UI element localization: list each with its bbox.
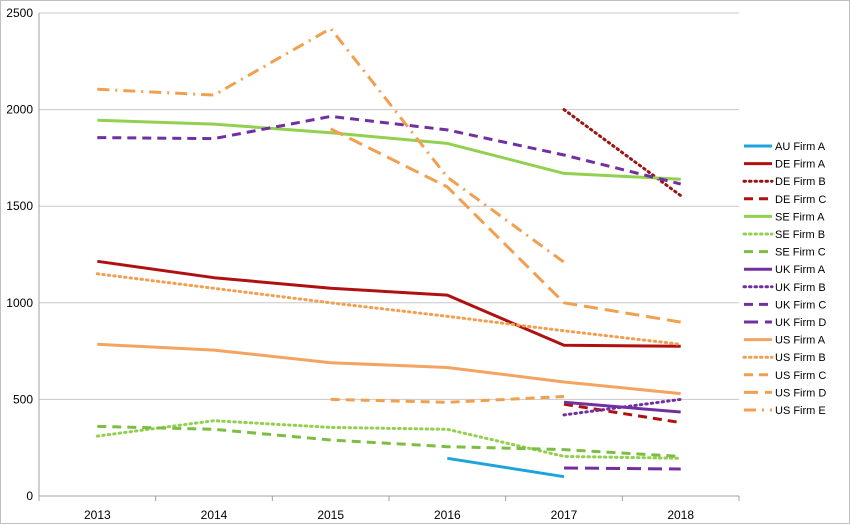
x-tick-label: 2017	[551, 508, 578, 522]
y-tick-label: 1000	[6, 296, 33, 310]
legend-entry: UK Firm A	[775, 264, 826, 276]
legend-entry: US Firm C	[775, 370, 826, 382]
axes	[38, 13, 739, 497]
x-axis-ticks: 2013 2014 2015 2016 2017 2018	[38, 496, 740, 522]
x-tick-label: 2014	[201, 508, 228, 522]
legend-entry: DE Firm B	[775, 176, 826, 188]
legend-entry: UK Firm C	[775, 299, 826, 311]
series-line-uk-firm-c	[97, 114, 682, 186]
gridlines	[39, 12, 739, 400]
series-line-se-firm-b	[95, 419, 683, 460]
series-line-us-firm-d	[330, 127, 681, 324]
series-line-us-firm-e	[97, 27, 565, 264]
y-tick-label: 2500	[6, 6, 33, 20]
x-tick-label: 2013	[84, 508, 111, 522]
series-line-us-firm-b	[95, 272, 683, 346]
legend-entry: DE Firm A	[775, 159, 826, 171]
x-tick-label: 2018	[667, 508, 694, 522]
series-line-de-firm-b	[562, 108, 683, 198]
legend-entry: SE Firm A	[775, 211, 825, 223]
legend-entry: US Firm E	[775, 405, 826, 417]
y-axis-ticks: 0 500 1000 1500 2000 2500	[6, 6, 33, 503]
legend-entry: AU Firm A	[775, 141, 826, 153]
legend: AU Firm A DE Firm A DE Firm B DE Firm C SE F…	[742, 141, 826, 417]
series-line-de-firm-a	[97, 259, 681, 348]
y-tick-label: 1500	[6, 199, 33, 213]
series-line-au-firm-a	[447, 456, 565, 479]
legend-entry: US Firm B	[775, 352, 826, 364]
series-line-se-firm-c	[97, 424, 681, 458]
series-line-se-firm-a	[97, 118, 681, 181]
x-tick-label: 2015	[317, 508, 344, 522]
series-lines	[95, 27, 683, 479]
legend-entry: UK Firm B	[775, 282, 826, 294]
legend-entry: SE Firm C	[775, 247, 826, 259]
legend-entry: DE Firm C	[775, 194, 826, 206]
series-line-uk-firm-b	[562, 397, 683, 417]
x-tick-label: 2016	[434, 508, 461, 522]
legend-entry: US Firm D	[775, 387, 826, 399]
series-line-us-firm-a	[97, 342, 681, 396]
y-tick-label: 500	[13, 392, 33, 406]
legend-entry: UK Firm D	[775, 317, 826, 329]
series-line-uk-firm-a	[563, 400, 681, 414]
y-tick-label: 2000	[6, 103, 33, 117]
series-line-us-firm-c	[330, 395, 565, 404]
series-line-uk-firm-d	[563, 466, 681, 471]
legend-entry: US Firm A	[775, 335, 826, 347]
series-line-de-firm-c	[563, 402, 681, 425]
y-tick-label: 0	[26, 489, 33, 503]
legend-entry: SE Firm B	[775, 229, 825, 241]
